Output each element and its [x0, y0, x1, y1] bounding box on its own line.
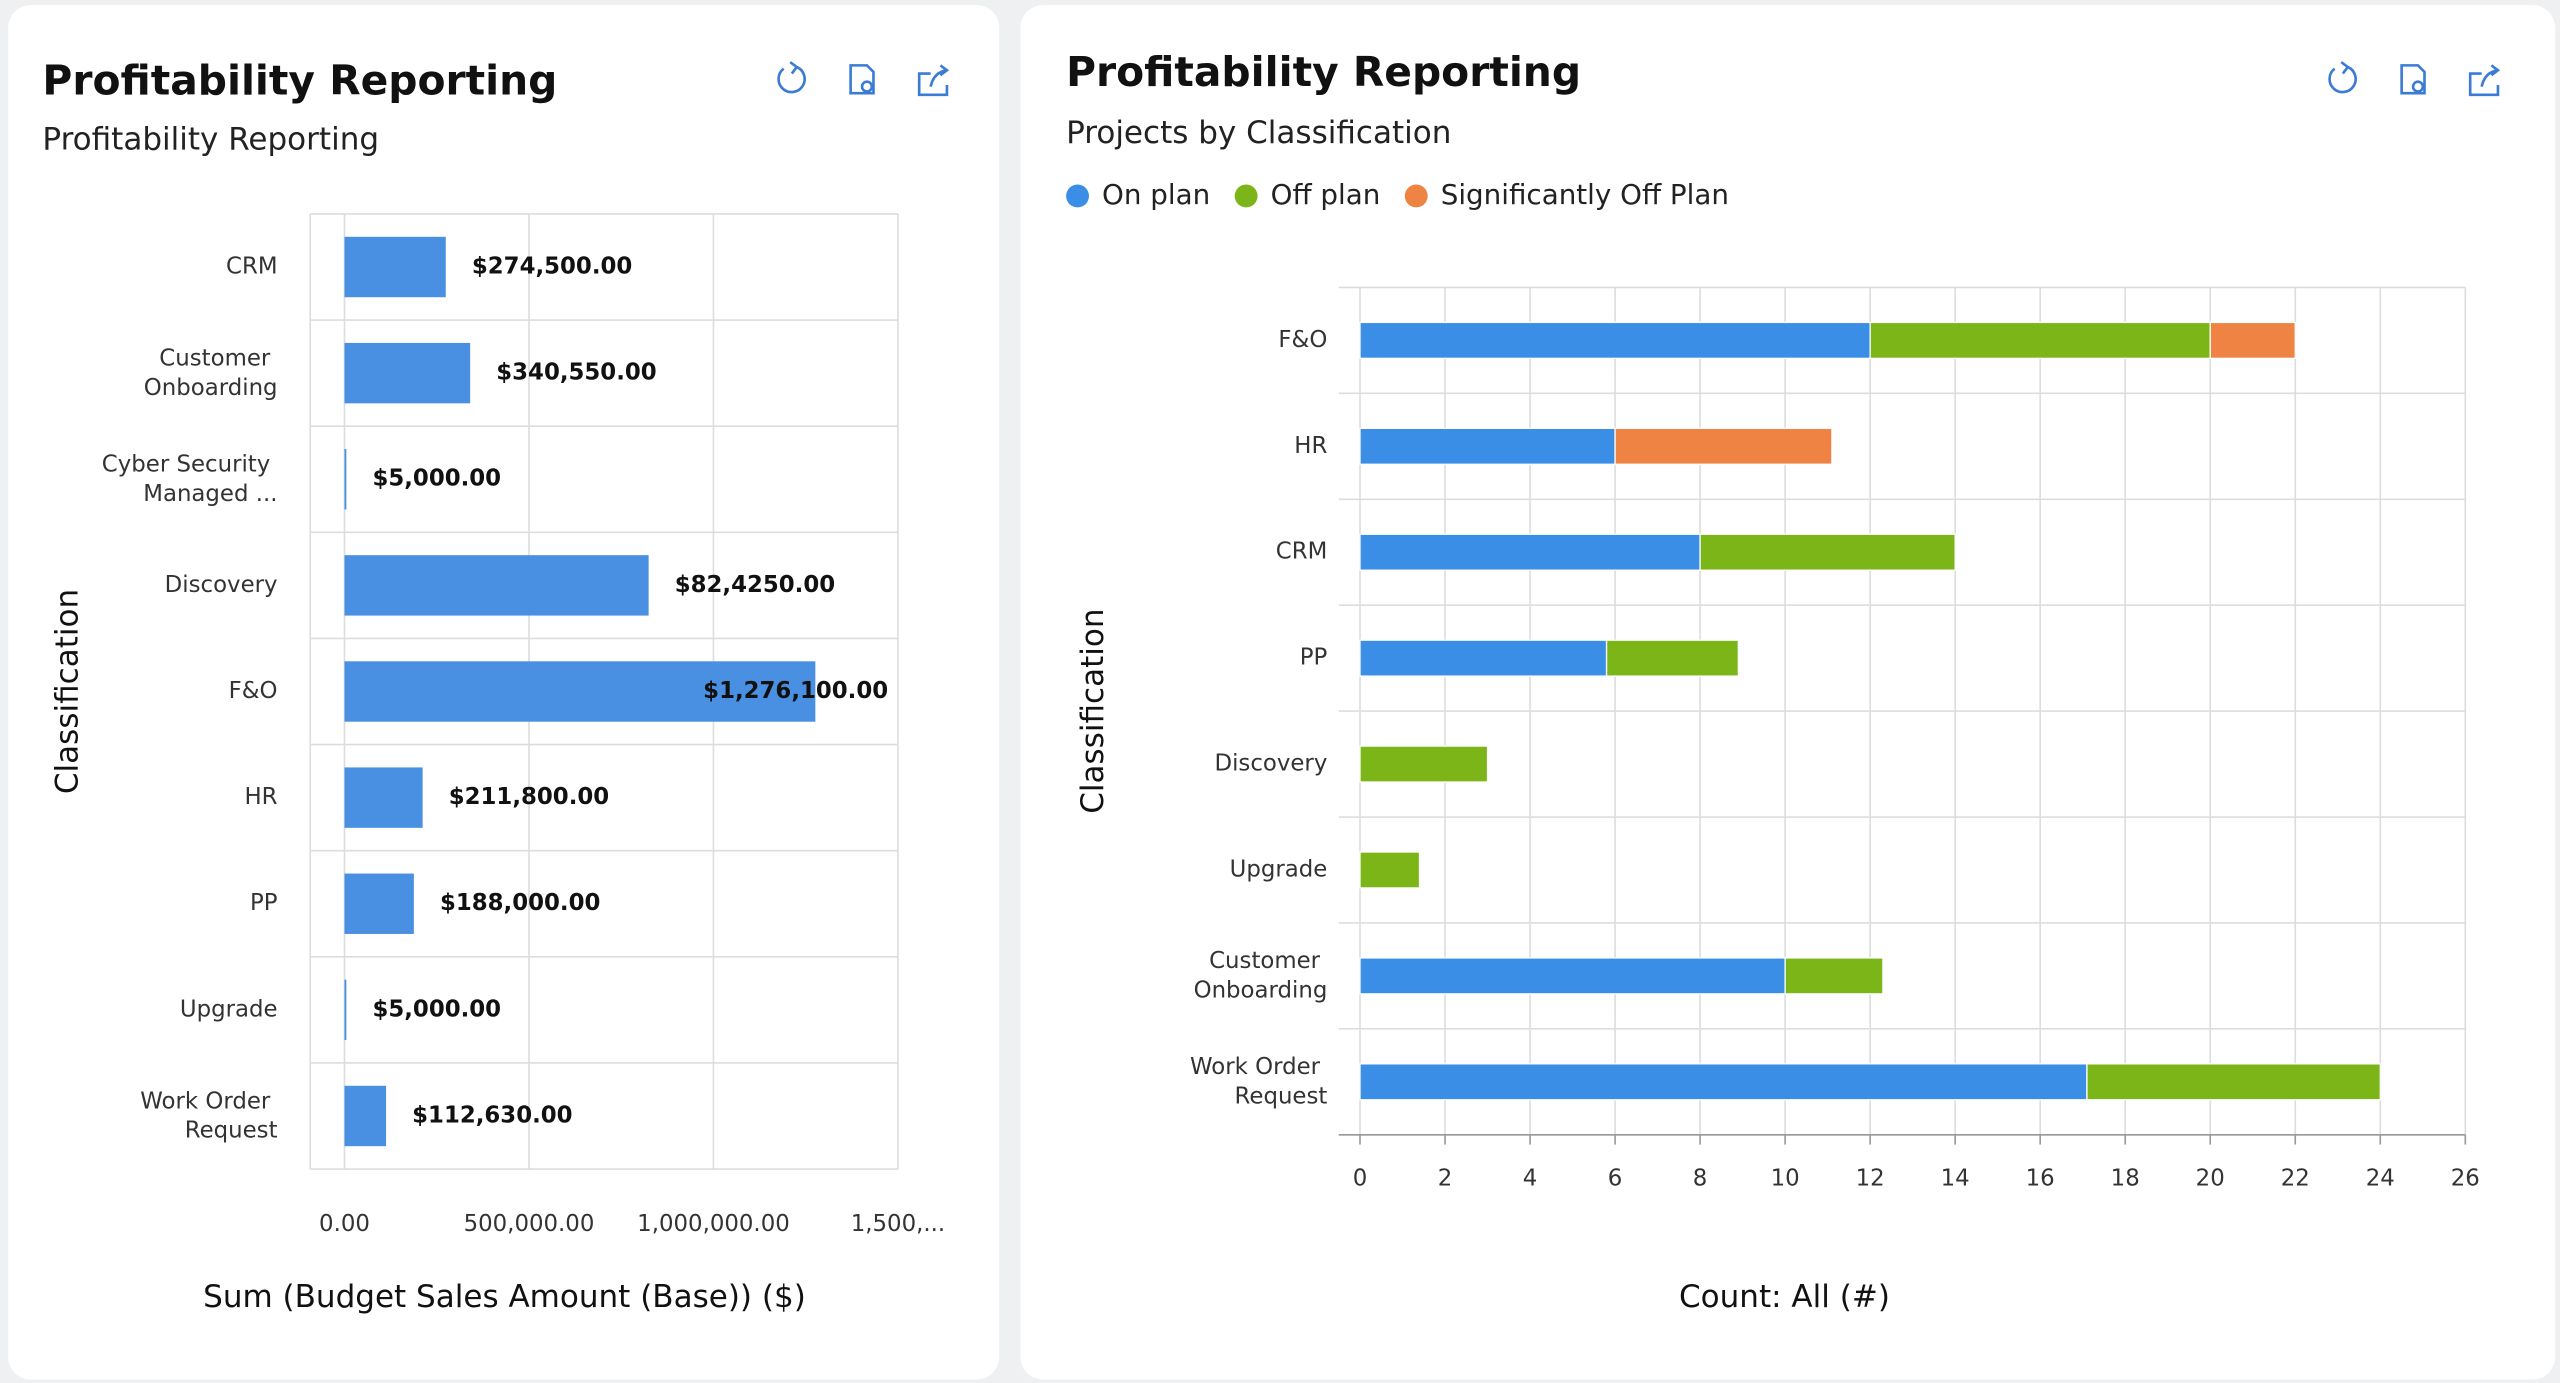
bar-segment — [1359, 533, 1701, 571]
bar-segment — [1359, 427, 1616, 465]
toolbar — [777, 61, 2501, 97]
y-tick-label: F&O — [229, 678, 278, 704]
y-tick-label: Work Order Request — [1190, 1054, 1327, 1109]
y-tick-label: Upgrade — [180, 996, 278, 1022]
legend-marker — [1066, 184, 1089, 208]
bar-segment — [1359, 745, 1489, 783]
y-axis-title: Classification — [1075, 608, 1111, 813]
x-tick-label: 500,000.00 — [464, 1211, 595, 1237]
value-label: $188,000.00 — [440, 890, 600, 916]
x-tick-label: 4 — [1523, 1165, 1538, 1191]
legend-label: Significantly Off Plan — [1441, 178, 1729, 211]
x-axis-title: Sum (Budget Sales Amount (Base)) ($) — [203, 1279, 806, 1315]
bar — [344, 979, 347, 1041]
bar — [344, 1085, 387, 1147]
bar-segment — [1699, 533, 1956, 571]
bar-segment — [1359, 957, 1786, 995]
x-tick-label: 1,500,... — [851, 1211, 945, 1237]
value-label: $211,800.00 — [449, 784, 609, 810]
x-tick-label: 6 — [1608, 1165, 1623, 1191]
y-tick-label: Discovery — [165, 572, 278, 598]
bar — [344, 342, 471, 404]
x-tick-label: 12 — [1856, 1165, 1885, 1191]
refresh-icon[interactable] — [2328, 61, 2357, 94]
y-tick-label: HR — [1294, 433, 1327, 459]
y-tick-label: PP — [1300, 645, 1328, 671]
bar — [344, 767, 423, 828]
legend-marker — [1404, 184, 1428, 208]
value-label: $112,630.00 — [412, 1102, 572, 1128]
y-axis-title: Classification — [50, 589, 86, 794]
export-icon[interactable] — [917, 64, 950, 97]
x-tick-label: 0.00 — [319, 1211, 370, 1237]
bar-segment — [1605, 639, 1740, 677]
value-label: $340,550.00 — [496, 360, 656, 386]
value-label: $5,000.00 — [372, 996, 501, 1022]
legend-label: Off plan — [1271, 178, 1381, 211]
bar-segment — [2086, 1063, 2381, 1101]
bar-segment — [1784, 957, 1884, 995]
bar — [344, 555, 649, 616]
bar-segment — [1869, 321, 2211, 359]
y-tick-label: HR — [244, 784, 277, 810]
value-label: $5,000.00 — [372, 466, 501, 492]
bar — [344, 449, 347, 510]
x-tick-label: 14 — [1941, 1165, 1970, 1191]
bar-segment — [2209, 321, 2296, 359]
bar-segment — [1614, 427, 1833, 465]
chart-title: Profitability Reporting — [1066, 48, 1581, 96]
x-tick-label: 24 — [2366, 1165, 2395, 1191]
bar-segment — [1359, 1063, 2088, 1101]
bar — [344, 236, 446, 298]
x-tick-label: 16 — [2026, 1165, 2055, 1191]
y-tick-label: CRM — [226, 254, 278, 280]
x-tick-label: 26 — [2451, 1165, 2480, 1191]
value-label: $82,4250.00 — [675, 572, 835, 598]
chart-subtitle: Projects by Classification — [1066, 115, 1451, 151]
value-label: $1,276,100.00 — [703, 678, 888, 704]
bar-segment — [1359, 639, 1608, 677]
bar-segment — [1359, 851, 1421, 889]
y-tick-label: PP — [250, 890, 278, 916]
x-tick-label: 20 — [2196, 1165, 2225, 1191]
y-tick-label: Upgrade — [1230, 856, 1328, 882]
y-tick-label: Work Order Request — [140, 1088, 277, 1143]
export-icon[interactable] — [2468, 64, 2501, 97]
refresh-icon[interactable] — [777, 61, 806, 94]
y-tick-label: Discovery — [1214, 751, 1327, 777]
y-tick-label: Cyber Security Managed ... — [102, 451, 278, 506]
y-tick-label: Customer Onboarding — [144, 345, 278, 400]
x-tick-label: 22 — [2281, 1165, 2310, 1191]
x-tick-label: 1,000,000.00 — [637, 1211, 790, 1237]
chart-subtitle: Profitability Reporting — [42, 121, 379, 157]
x-tick-label: 10 — [1771, 1165, 1800, 1191]
x-tick-label: 8 — [1693, 1165, 1708, 1191]
bar — [344, 873, 414, 934]
bar-segment — [1359, 321, 1871, 359]
y-tick-label: Customer Onboarding — [1194, 948, 1328, 1003]
y-tick-label: F&O — [1278, 327, 1327, 353]
x-tick-label: 0 — [1353, 1165, 1368, 1191]
value-label: $274,500.00 — [472, 254, 632, 280]
view-icon[interactable] — [849, 64, 875, 95]
y-tick-label: CRM — [1276, 539, 1328, 565]
view-icon[interactable] — [2400, 64, 2426, 95]
x-tick-label: 2 — [1438, 1165, 1453, 1191]
bar — [344, 661, 816, 722]
chart-title: Profitability Reporting — [42, 56, 557, 104]
legend-marker — [1234, 184, 1258, 208]
x-axis-title: Count: All (#) — [1679, 1279, 1890, 1315]
x-tick-label: 18 — [2111, 1165, 2140, 1191]
legend-label: On plan — [1102, 178, 1210, 211]
